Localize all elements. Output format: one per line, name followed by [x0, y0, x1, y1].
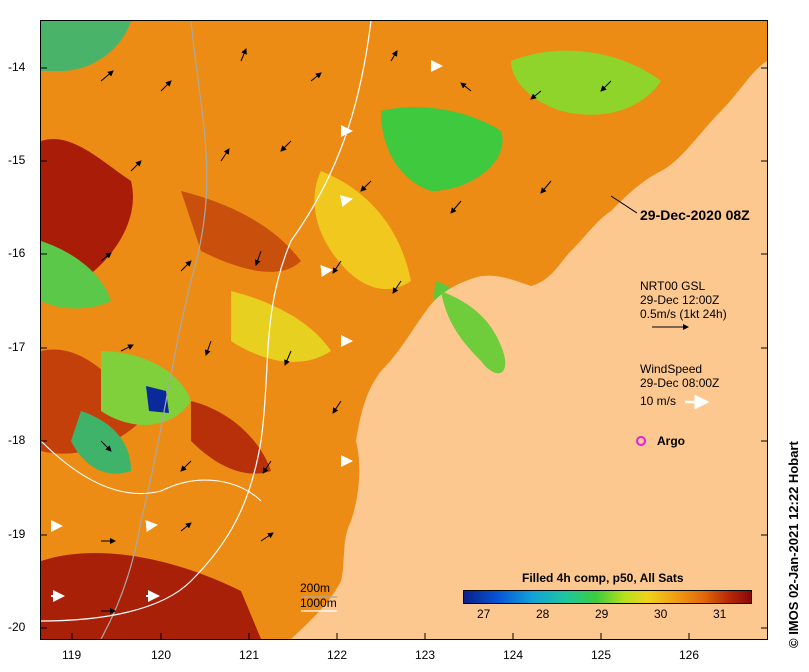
contour-1000m-b — [41, 440, 262, 502]
colorbar-tick: 31 — [713, 607, 727, 621]
frame-ticks — [41, 67, 767, 639]
contour-1000m — [41, 21, 372, 622]
hot-sst-band — [181, 191, 301, 272]
date-stamp: 29-Dec-2020 08Z — [640, 207, 750, 223]
colorbar-title: Filled 4h comp, p50, All Sats — [522, 571, 684, 585]
wind-vectors — [51, 60, 443, 602]
x-tick-label: 123 — [415, 648, 436, 662]
sst-map — [40, 20, 768, 640]
land-gulf-cutout — [441, 291, 506, 374]
hot-sst-patch-west — [41, 139, 133, 281]
argo-label: Argo — [657, 434, 685, 448]
cool-sst-patch-ne — [511, 50, 661, 115]
colorbar-tick: 29 — [595, 607, 609, 621]
land-kimberley — [291, 21, 767, 639]
contour-200m — [100, 21, 208, 639]
y-tick-label: -18 — [8, 433, 26, 447]
wind-legend-line2: 29-Dec 08:00Z — [640, 376, 720, 390]
colorbar-tick: 28 — [536, 607, 550, 621]
cool-sst-topleft — [41, 21, 131, 71]
current-legend-line2: 29-Dec 12:00Z — [640, 293, 720, 307]
sst-colorbar — [463, 590, 752, 604]
date-pointer — [610, 195, 638, 214]
yellow-sst-belt — [314, 171, 411, 290]
x-tick-label: 121 — [239, 648, 260, 662]
y-tick-label: -19 — [8, 527, 26, 541]
yellow-sst-belt2 — [231, 291, 331, 362]
wind-legend-line3: 10 m/s — [640, 394, 677, 408]
wind-legend-line1: WindSpeed — [640, 362, 703, 376]
hot-sst-band2 — [191, 401, 271, 474]
argo-marker — [636, 436, 646, 446]
cool-sst-patch-west — [41, 241, 111, 309]
x-tick-label: 120 — [151, 648, 172, 662]
y-tick-label: -20 — [8, 620, 26, 634]
cool-sst-patch-mid — [101, 351, 191, 425]
colorbar-tick: 27 — [477, 607, 491, 621]
map-canvas — [41, 21, 767, 639]
cool-sst-patch-sw — [71, 411, 131, 474]
y-tick-label: -14 — [8, 60, 26, 74]
hot-sst-patch-west2 — [41, 349, 141, 454]
y-tick-label: -16 — [8, 246, 26, 260]
x-tick-label: 124 — [503, 648, 524, 662]
x-tick-label: 122 — [327, 648, 348, 662]
x-tick-label: 125 — [591, 648, 612, 662]
cool-sst-patch-north — [381, 107, 503, 191]
y-tick-label: -17 — [8, 340, 26, 354]
x-tick-label: 119 — [62, 648, 82, 662]
current-vectors — [100, 48, 612, 614]
current-legend-line3: 0.5m/s (1kt 24h) — [640, 307, 727, 321]
colorbar-tick: 30 — [654, 607, 668, 621]
cold-spot — [146, 386, 169, 413]
imos-credit: © IMOS 02-Jan-2021 12:22 Hobart — [786, 441, 801, 648]
current-legend-line1: NRT00 GSL — [640, 279, 706, 293]
x-tick-label: 126 — [679, 648, 700, 662]
depth-legend-200m: 200m — [300, 581, 331, 595]
depth-legend-1000m: 1000m — [300, 596, 337, 610]
y-tick-label: -15 — [8, 153, 26, 167]
